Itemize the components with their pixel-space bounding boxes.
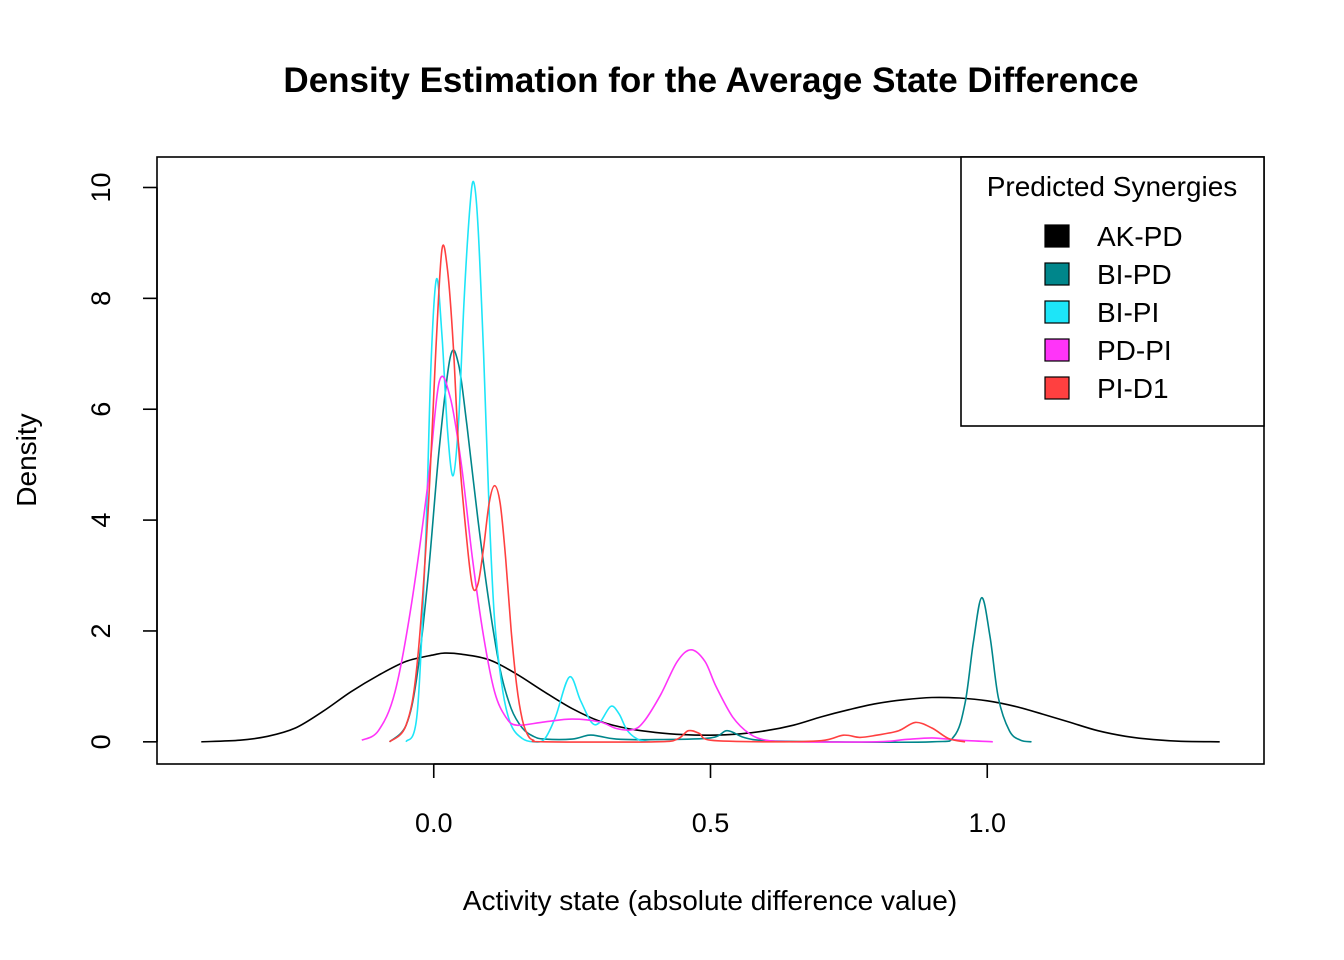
y-tick-label: 0 [86, 734, 116, 749]
series-line-pi-d1 [388, 244, 966, 743]
series-line-pd-pi [361, 375, 993, 743]
legend-swatch [1044, 300, 1070, 324]
x-axis: 0.0 0.5 1.0 [415, 763, 1006, 838]
y-axis-label: Density [11, 413, 42, 506]
legend-swatch [1044, 224, 1070, 248]
legend-label: PD-PI [1097, 335, 1172, 366]
y-tick-label: 10 [86, 172, 116, 202]
x-tick-label: 1.0 [968, 808, 1006, 838]
legend-swatch [1044, 376, 1070, 400]
legend-box [960, 156, 1265, 427]
x-tick-label: 0.0 [415, 808, 453, 838]
series-line-bi-pd [388, 349, 1032, 744]
x-tick-label: 0.5 [692, 808, 730, 838]
y-tick-label: 8 [86, 291, 116, 306]
series-line-ak-pd [201, 652, 1220, 743]
y-tick-label: 2 [86, 623, 116, 638]
legend-swatch [1044, 262, 1070, 286]
legend-label: AK-PD [1097, 221, 1183, 252]
legend-swatch [1044, 338, 1070, 362]
legend-label: PI-D1 [1097, 373, 1169, 404]
legend-title: Predicted Synergies [987, 171, 1238, 202]
legend: Predicted Synergies AK-PD BI-PD BI-PI PD-PI… [960, 156, 1265, 427]
chart-title: Density Estimation for the Average State… [283, 61, 1138, 100]
y-tick-label: 6 [86, 402, 116, 417]
legend-label: BI-PD [1097, 259, 1172, 290]
y-axis: 0 2 4 6 8 10 [86, 172, 158, 749]
x-axis-label: Activity state (absolute difference valu… [463, 885, 957, 916]
legend-label: BI-PI [1097, 297, 1159, 328]
y-tick-label: 4 [86, 513, 116, 528]
series-line-bi-pi [405, 180, 650, 743]
series-layer [201, 180, 1220, 744]
legend-items: AK-PD BI-PD BI-PI PD-PI PI-D1 [1044, 221, 1183, 404]
